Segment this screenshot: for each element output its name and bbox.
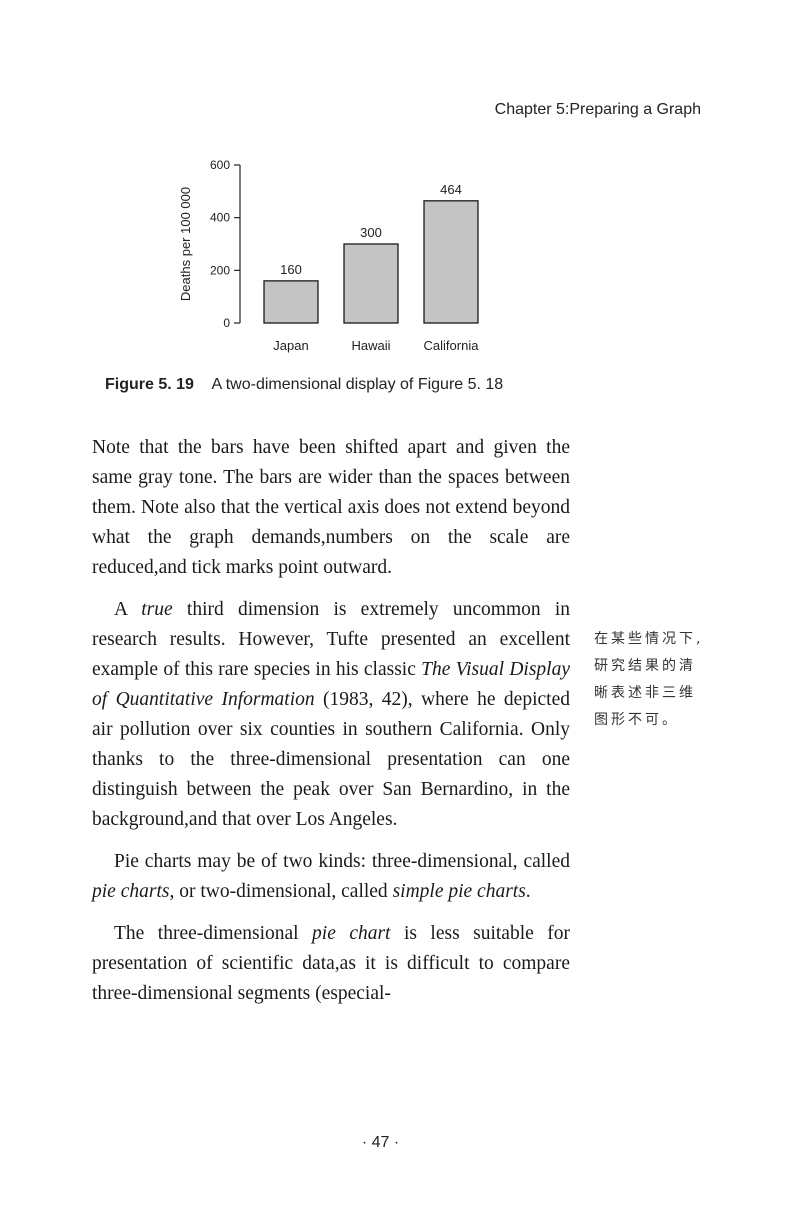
y-tick-label: 0 — [223, 316, 230, 330]
page-number: · 47 · — [361, 1134, 400, 1151]
p2-text-0: A — [114, 599, 142, 620]
p3-text-0: Pie charts may be of two kinds: three-di… — [114, 851, 570, 872]
p2-emphasis-true: true — [141, 599, 173, 620]
p3-term-pie-charts: pie charts — [92, 881, 170, 902]
bar-data-label: 464 — [440, 182, 462, 197]
y-tick-label: 400 — [210, 211, 230, 225]
x-category-label: Japan — [273, 338, 308, 353]
margin-note: 在某些情况下,研究结果的清晰表述非三维图形不可。 — [594, 631, 704, 728]
p4-term-pie-chart: pie chart — [312, 923, 391, 944]
p2-book-title: The Visual Display of Quantitative Infor… — [92, 659, 570, 710]
y-tick-label: 600 — [210, 158, 230, 172]
bar-data-label: 160 — [280, 262, 302, 277]
y-axis-label: Deaths per 100 000 — [178, 187, 193, 301]
y-tick-label: 200 — [210, 263, 230, 277]
p4-text-1: is less suitable for presentation of sci… — [92, 923, 570, 1004]
p3-text-1: , or two-dimensional, called — [169, 881, 393, 902]
figure-label: Figure 5. 19 — [105, 376, 194, 393]
running-head: Chapter 5:Preparing a Graph — [494, 101, 701, 118]
bar-data-label: 300 — [360, 225, 382, 240]
bar-chart: 0 200 400 600 Deaths per 100 000 160 Japan 300 H… — [178, 158, 480, 353]
p2-text-1: third dimension is extremely uncommon in… — [92, 599, 571, 680]
figure-caption: Figure 5. 19 A two-dimensional display o… — [105, 376, 503, 394]
p2-text-2: (1983, 42), where he depicted air pollut… — [92, 689, 570, 830]
paragraph-3: Pie charts may be of two kinds: three-di… — [92, 847, 570, 907]
paragraph-1: Note that the bars have been shifted apa… — [92, 437, 570, 578]
p3-term-simple-pie-charts: simple pie charts — [392, 881, 526, 902]
paragraph-4: The three-dimensional pie chart is less … — [92, 919, 570, 1009]
bar — [343, 243, 399, 324]
p4-text-0: The three-dimensional — [114, 923, 313, 944]
x-category-label: Hawaii — [351, 338, 390, 353]
paragraph-2: A true third dimension is extremely unco… — [92, 595, 570, 835]
p3-text-2: . — [525, 881, 531, 902]
x-category-label: California — [424, 338, 480, 353]
bar — [263, 280, 319, 324]
body-text: Note that the bars have been shifted apa… — [92, 433, 570, 1021]
bar — [423, 200, 479, 324]
figure-caption-text: A two-dimensional display of Figure 5. 1… — [211, 376, 504, 393]
